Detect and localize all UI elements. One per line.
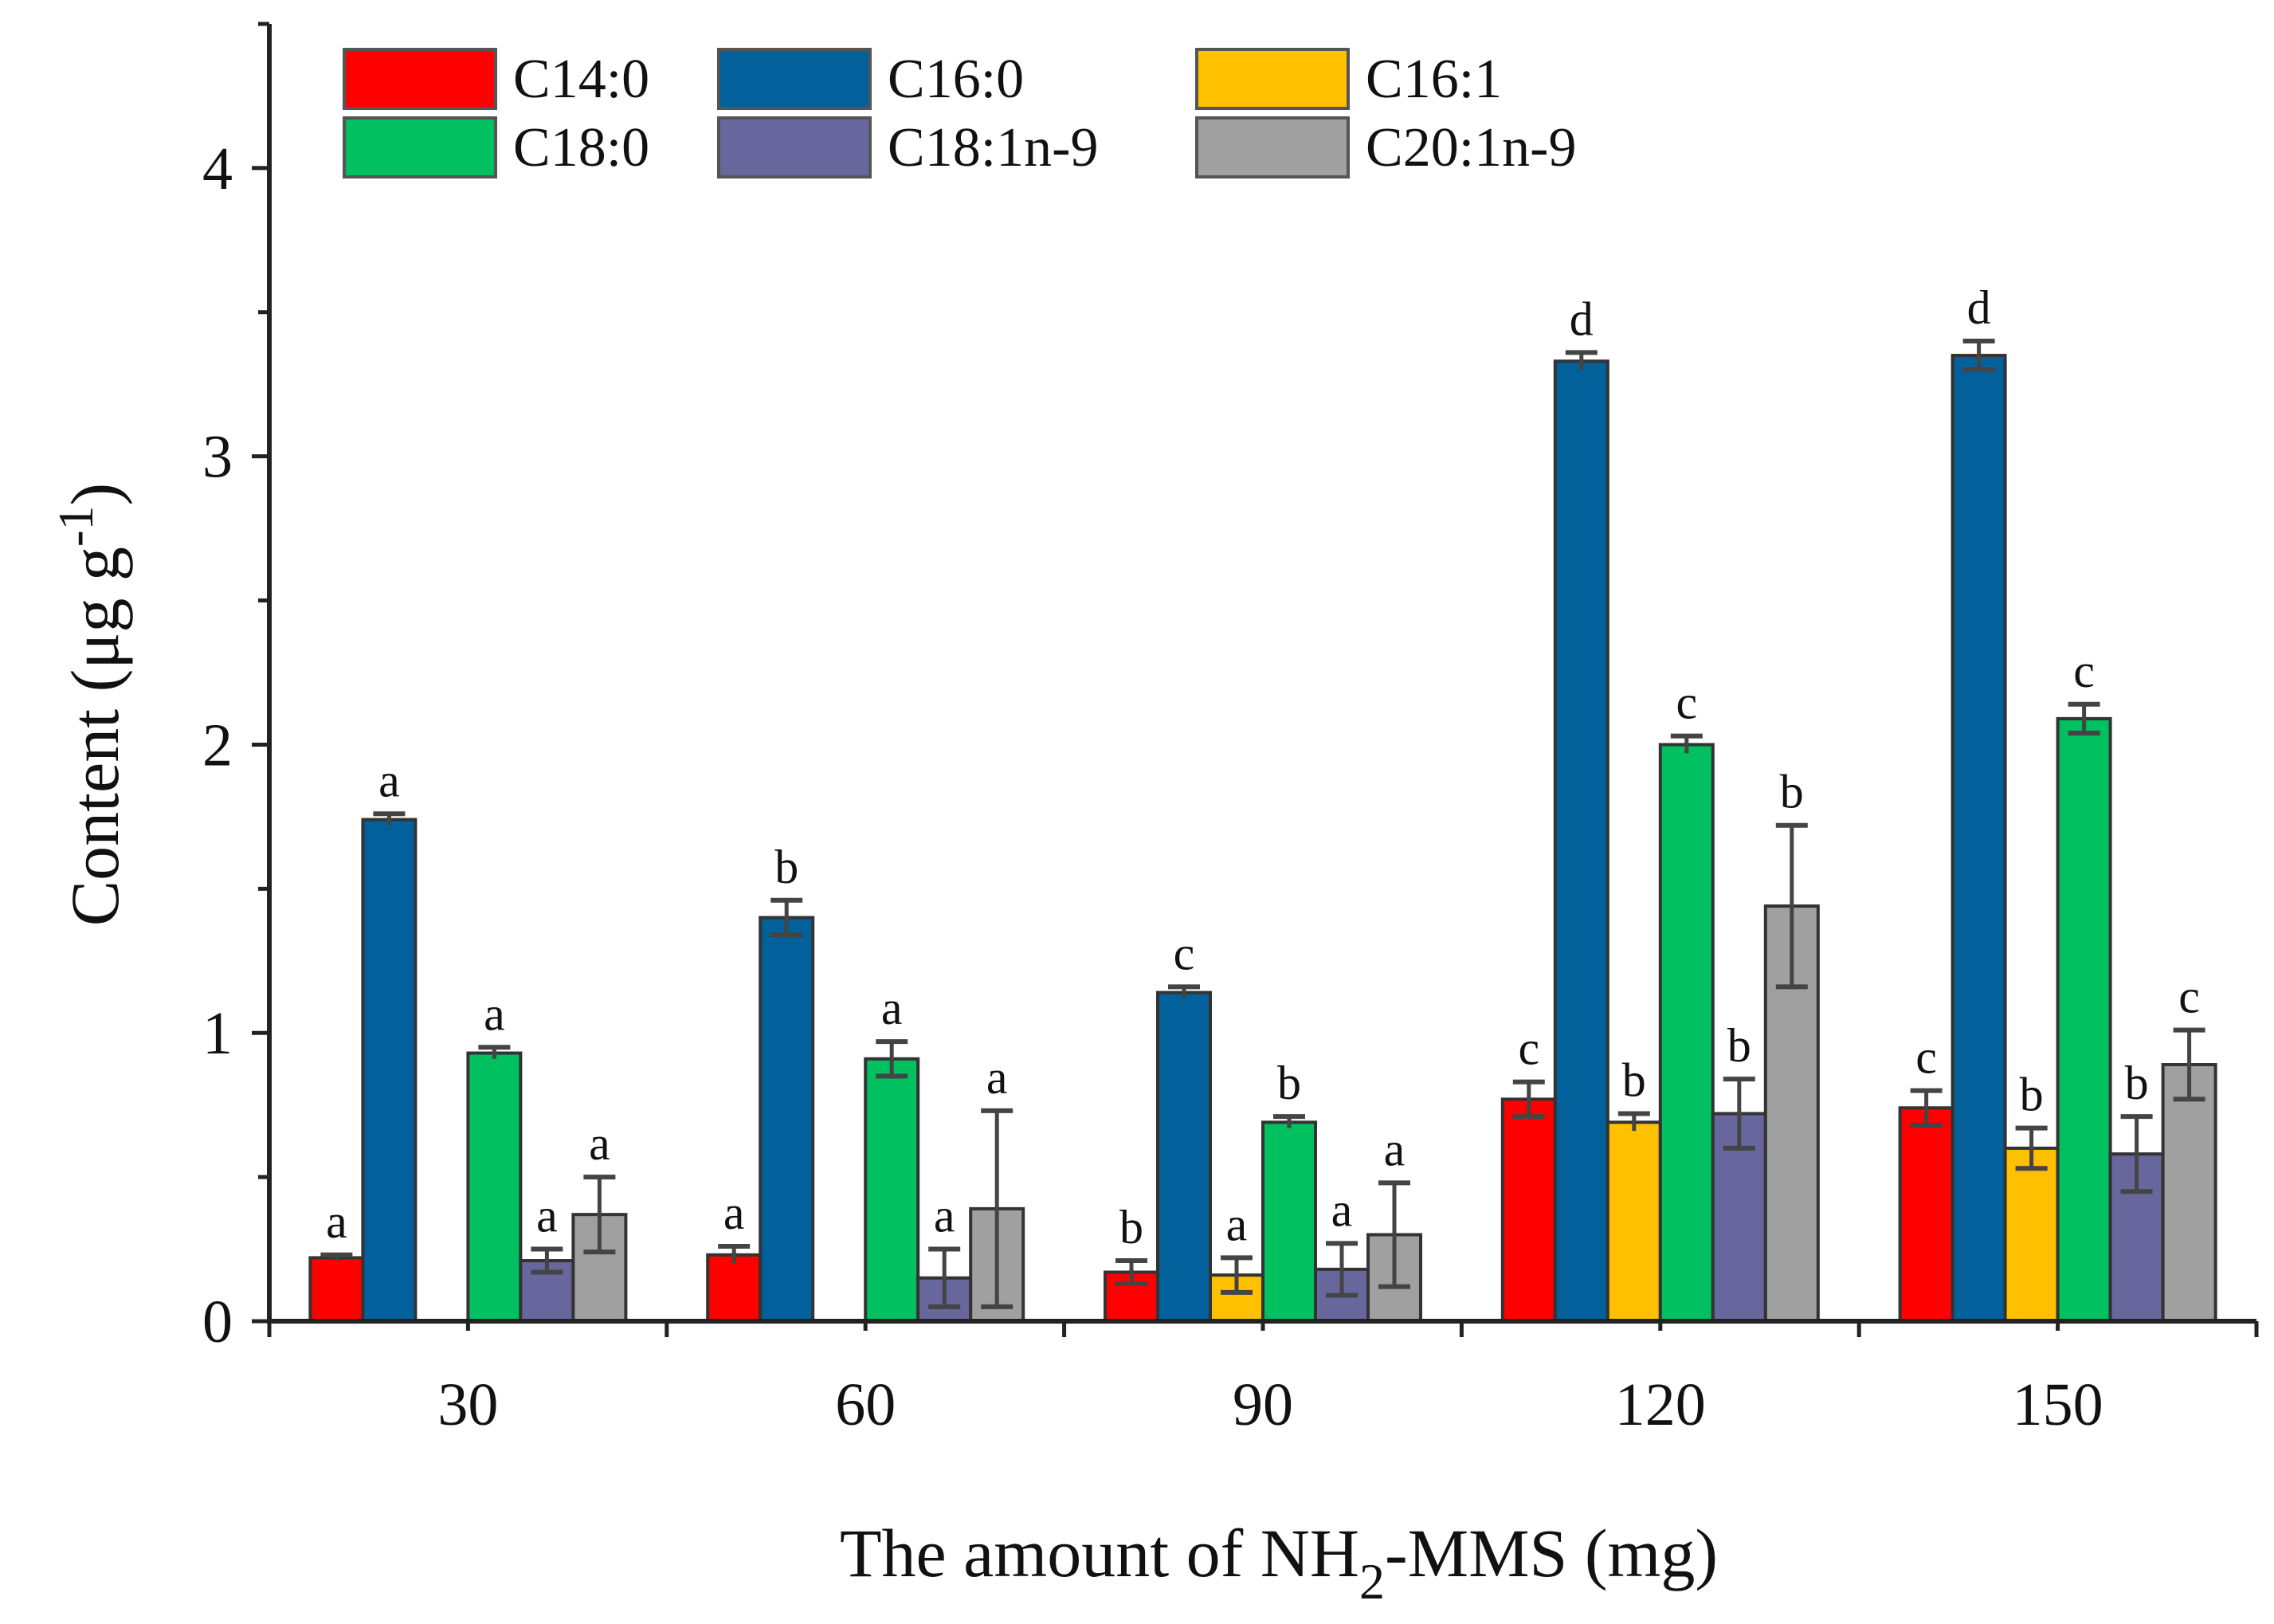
significance-label: a xyxy=(484,987,505,1040)
significance-label: a xyxy=(1226,1198,1248,1250)
bar xyxy=(706,1253,763,1324)
y-axis-title-main: Content (μg g xyxy=(57,547,133,926)
significance-label: d xyxy=(1570,292,1594,345)
x-tick-label: 30 xyxy=(437,1371,498,1438)
significance-label: c xyxy=(1676,677,1697,729)
bar xyxy=(1261,1120,1317,1323)
bar xyxy=(1500,1097,1557,1324)
significance-label: b xyxy=(1277,1057,1301,1109)
significance-label: c xyxy=(2073,645,2095,697)
significance-label: c xyxy=(1174,927,1195,979)
bar xyxy=(361,818,418,1324)
y-axis-title: Content (μg g-1) xyxy=(49,483,133,926)
legend-item: C14:0 xyxy=(343,48,649,110)
significance-label: a xyxy=(881,982,903,1034)
bar xyxy=(2056,716,2112,1323)
significance-label: a xyxy=(986,1051,1008,1104)
y-tick-label: 3 xyxy=(202,424,233,491)
significance-label: b xyxy=(774,841,798,893)
significance-label: a xyxy=(1331,1183,1353,1236)
legend-swatch xyxy=(1195,116,1350,178)
series-C18:1n-9: a a abb xyxy=(519,1019,2165,1324)
y-axis-title-close: ) xyxy=(57,483,133,506)
bar xyxy=(308,1256,365,1324)
legend-item: C18:0 xyxy=(343,116,649,178)
bar xyxy=(1898,1106,1954,1323)
legend-label: C16:1 xyxy=(1366,49,1502,110)
legend: C14:0 C16:0 C16:1 C18:0 C18:1n-9 C20:1n-9 xyxy=(343,48,1576,178)
series-C16:0: a b c d d xyxy=(361,281,2007,1324)
significance-label: a xyxy=(589,1117,610,1170)
legend-label: C20:1n-9 xyxy=(1366,117,1576,178)
significance-label: b xyxy=(2125,1057,2149,1109)
x-axis-title-main: The amount of NH xyxy=(840,1515,1359,1591)
x-tick-label: 90 xyxy=(1233,1371,1293,1438)
legend-item: C16:0 xyxy=(717,48,1024,110)
bar xyxy=(864,1057,920,1323)
legend-item: C16:1 xyxy=(1195,48,1502,110)
significance-label: a xyxy=(934,1190,955,1242)
legend-swatch xyxy=(1195,48,1350,110)
bar xyxy=(2161,1063,2217,1324)
significance-label: a xyxy=(723,1187,745,1239)
bar xyxy=(2003,1146,2060,1324)
significance-label: c xyxy=(1915,1031,1937,1084)
x-axis-title-tail: -MMS (mg) xyxy=(1385,1515,1718,1591)
significance-label: b xyxy=(1727,1019,1751,1072)
significance-label: b xyxy=(2020,1069,2044,1121)
series-C16:1: a b b xyxy=(1209,1054,2060,1324)
significance-label: a xyxy=(536,1190,558,1242)
significance-label: c xyxy=(1518,1022,1539,1075)
y-tick-label: 0 xyxy=(202,1289,233,1355)
legend-label: C14:0 xyxy=(513,49,649,110)
bar xyxy=(1658,743,1715,1323)
bar xyxy=(759,916,815,1323)
legend-label: C18:0 xyxy=(513,117,649,178)
x-tick-label: 150 xyxy=(2013,1371,2103,1438)
axes: 0 1 2 3 4 30 60 90 120 150 xyxy=(202,22,2259,1438)
legend-swatch xyxy=(717,116,872,178)
x-tick-label: 120 xyxy=(1615,1371,1706,1438)
y-tick-label: 1 xyxy=(202,1000,233,1067)
legend-label: C18:1n-9 xyxy=(888,117,1098,178)
bar xyxy=(1553,359,1609,1323)
significance-label: b xyxy=(1119,1201,1143,1253)
bar xyxy=(1606,1120,1662,1323)
significance-label: c xyxy=(2178,971,2200,1023)
legend-swatch xyxy=(717,48,872,110)
x-axis-title-subscript: 2 xyxy=(1359,1553,1385,1610)
legend-swatch xyxy=(343,48,497,110)
y-tick-label: 4 xyxy=(202,135,233,202)
legend-item: C20:1n-9 xyxy=(1195,116,1576,178)
significance-label: b xyxy=(1622,1054,1646,1107)
bar xyxy=(1951,354,2007,1323)
significance-label: a xyxy=(326,1195,347,1248)
x-axis-title: The amount of NH2-MMS (mg) xyxy=(840,1515,1718,1610)
y-tick-label: 2 xyxy=(202,712,233,779)
bar xyxy=(1156,990,1212,1324)
significance-label: b xyxy=(1780,766,1804,818)
x-tick-label: 60 xyxy=(835,1371,896,1438)
legend-item: C18:1n-9 xyxy=(717,116,1098,178)
legend-swatch xyxy=(343,116,497,178)
bar xyxy=(466,1051,523,1323)
significance-label: d xyxy=(1967,281,1991,334)
significance-label: a xyxy=(1384,1123,1406,1175)
y-axis-title-superscript: -1 xyxy=(49,505,104,547)
significance-label: a xyxy=(378,754,400,806)
legend-label: C16:0 xyxy=(888,49,1024,110)
